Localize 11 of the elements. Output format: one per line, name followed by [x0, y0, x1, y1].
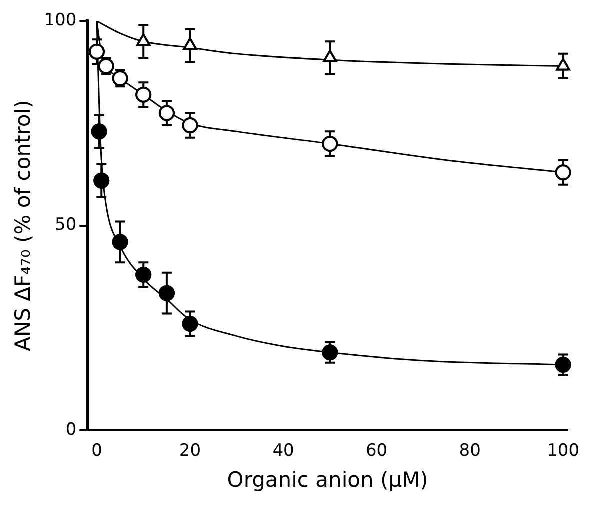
x-tick-label: 0	[92, 441, 102, 462]
x-tick-label: 60	[366, 441, 388, 462]
x-tick-label: 100	[547, 441, 580, 462]
x-tick-label: 20	[179, 441, 202, 462]
y-tick-label: 50	[55, 215, 77, 236]
y-tick-label: 0	[66, 420, 77, 440]
x-tick-label: 40	[272, 441, 294, 462]
y-tick-label: 100	[44, 10, 77, 31]
y-axis-title: ANS ΔF₄₇₀ (% of control)	[11, 100, 36, 352]
x-tick-label: 80	[459, 441, 481, 462]
x-axis-title: Organic anion (μM)	[227, 468, 428, 492]
